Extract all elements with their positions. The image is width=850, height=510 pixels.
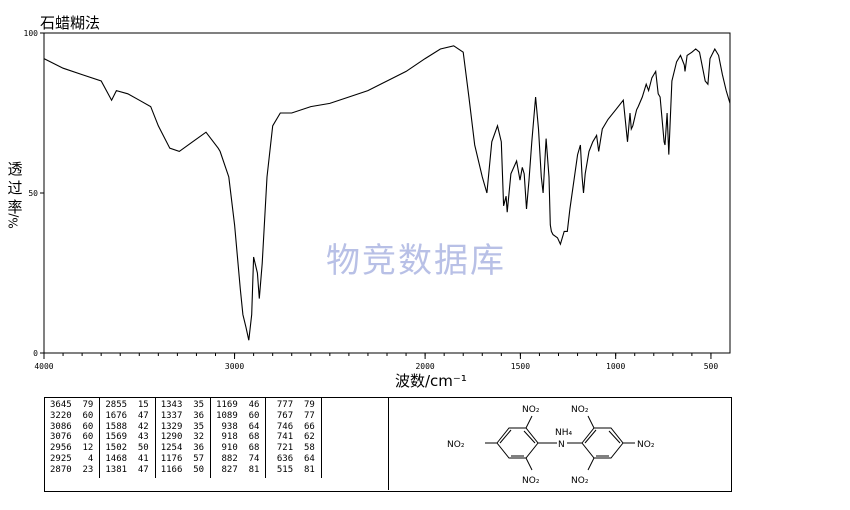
peak-table-column: 3645 79 3220 60 3086 60 3076 60 2956 12 2925 … [43,398,101,478]
peak-table-column: 1343 35 1337 36 1329 35 1290 32 1254 36 1176 … [154,398,212,478]
peak-table-row: 1676 47 [105,410,149,421]
peak-table-row: 721 58 [271,443,315,454]
peak-table-row: 2956 12 [50,443,94,454]
nh4-label: NH₄ [555,428,573,438]
y-tick-label: 50 [28,189,38,198]
peak-table-row: 3086 60 [50,421,94,432]
peak-table-row: 3645 79 [50,400,94,410]
no2-bottom-right-label: NO₂ [571,476,589,486]
peak-table-row: 827 81 [216,464,260,475]
peak-table-row: 515 81 [271,464,315,475]
x-tick-label: 2000 [415,362,434,371]
structure-panel: NO₂ NO₂ NH₄ N NO₂ NO₂ NO₂ NO₂ [388,397,731,490]
peak-table-row: 1329 35 [160,421,205,432]
peak-table: 3645 79 3220 60 3086 60 3076 60 2956 12 2925 … [43,398,322,478]
amine-n-label: N [558,440,565,450]
peak-table-row: 1569 43 [105,432,149,443]
peak-table-row: 1089 60 [216,410,260,421]
peak-table-column: 777 79 767 77 746 66 741 62 721 58 636 6… [265,398,322,478]
y-tick-label: 100 [24,29,39,38]
peak-table-row: 1254 36 [160,443,205,454]
watermark: 物竞数据库 [326,241,506,281]
peak-table-row: 1169 46 [216,400,260,410]
x-tick-label: 1000 [606,362,625,371]
left-benzene-ring [496,427,539,459]
molecule-structure: NO₂ NO₂ NH₄ N NO₂ NO₂ NO₂ NO₂ [447,405,655,486]
spectrum-line [43,45,731,341]
ir-spectrum-plot: 4000 3000 2000 1500 1000 500 0 50 100 [24,29,731,371]
peak-table-row: 636 64 [271,453,315,464]
chart-title: 石蜡糊法 [40,14,101,32]
peak-table-row: 2855 15 [105,400,149,410]
peak-table-row: 3220 60 [50,410,94,421]
x-tick-label: 500 [704,362,719,371]
peak-table-row: 882 74 [216,453,260,464]
no2-left-label: NO₂ [447,440,465,450]
no2-bottom-left-label: NO₂ [522,476,540,486]
x-axis-label: 波数/cm⁻¹ [395,372,467,390]
x-tick-label: 4000 [34,362,53,371]
peak-table-row: 1290 32 [160,432,205,443]
peak-table-row: 741 62 [271,432,315,443]
x-tick-label: 3000 [225,362,244,371]
peak-table-row: 2925 4 [50,453,94,464]
no2-right-label: NO₂ [637,440,655,450]
peak-table-row: 938 64 [216,421,260,432]
peak-table-row: 1343 35 [160,400,205,410]
peak-table-row: 777 79 [271,400,315,410]
y-tick-label: 0 [33,349,38,358]
peak-table-row: 767 77 [271,410,315,421]
no2-top-right-label: NO₂ [571,405,589,415]
peak-table-column: 2855 15 1676 47 1588 42 1569 43 1502 50 1468 … [99,398,156,478]
no2-top-left-label: NO₂ [522,405,540,415]
peak-table-row: 1337 36 [160,410,205,421]
peak-table-column: 1169 46 1089 60 938 64 918 68 910 68 882 … [210,398,267,478]
y-axis-ticks: 0 50 100 [24,29,44,358]
peak-table-row: 1381 47 [105,464,149,475]
peak-table-row: 910 68 [216,443,260,454]
peak-table-row: 2870 23 [50,464,94,475]
x-axis-ticks: 4000 3000 2000 1500 1000 500 [34,353,718,371]
peak-table-row: 1502 50 [105,443,149,454]
peak-table-row: 1166 50 [160,464,205,475]
right-benzene-ring [581,427,624,459]
peak-table-row: 918 68 [216,432,260,443]
peak-table-row: 746 66 [271,421,315,432]
peak-table-row: 1468 41 [105,453,149,464]
y-axis-label: 透过率 [7,160,23,216]
peak-table-row: 1588 42 [105,421,149,432]
peak-table-row: 3076 60 [50,432,94,443]
peak-table-row: 1176 57 [160,453,205,464]
x-tick-label: 1500 [511,362,530,371]
